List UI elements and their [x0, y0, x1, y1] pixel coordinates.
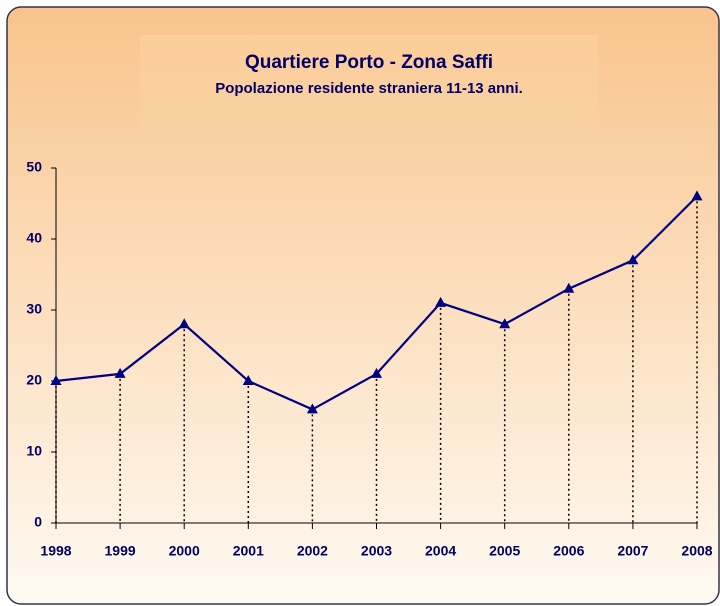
y-tick-label: 20	[26, 372, 42, 388]
x-tick-label: 2008	[681, 543, 712, 559]
data-point	[627, 254, 639, 265]
x-tick-label: 2005	[489, 543, 520, 559]
y-tick-label: 40	[26, 230, 42, 246]
data-point	[242, 375, 254, 385]
x-tick-label: 2006	[553, 543, 584, 559]
title-box	[140, 35, 598, 128]
x-tick-label: 2002	[297, 543, 328, 559]
data-point	[435, 296, 447, 307]
y-tick-label: 0	[34, 514, 42, 530]
y-tick-label: 10	[26, 443, 42, 459]
data-point	[50, 375, 62, 385]
y-tick-label: 30	[26, 301, 42, 317]
x-tick-label: 2003	[361, 543, 392, 559]
x-tick-label: 2004	[425, 543, 456, 559]
x-tick-label: 2007	[617, 543, 648, 559]
data-point	[371, 367, 382, 378]
chart-background	[6, 6, 720, 605]
y-tick-label: 50	[26, 159, 42, 175]
data-point	[178, 318, 190, 329]
chart-subtitle: Popolazione residente straniera 11-13 an…	[215, 80, 523, 97]
chart-title: Quartiere Porto - Zona Saffi	[245, 52, 493, 73]
x-tick-label: 1998	[40, 543, 71, 559]
x-tick-label: 1999	[105, 543, 136, 559]
x-tick-label: 2000	[169, 543, 200, 559]
data-point	[691, 190, 703, 201]
data-point	[499, 318, 511, 329]
x-tick-label: 2001	[233, 543, 264, 559]
data-point	[306, 403, 318, 414]
data-point	[563, 282, 575, 293]
data-point	[114, 367, 126, 378]
